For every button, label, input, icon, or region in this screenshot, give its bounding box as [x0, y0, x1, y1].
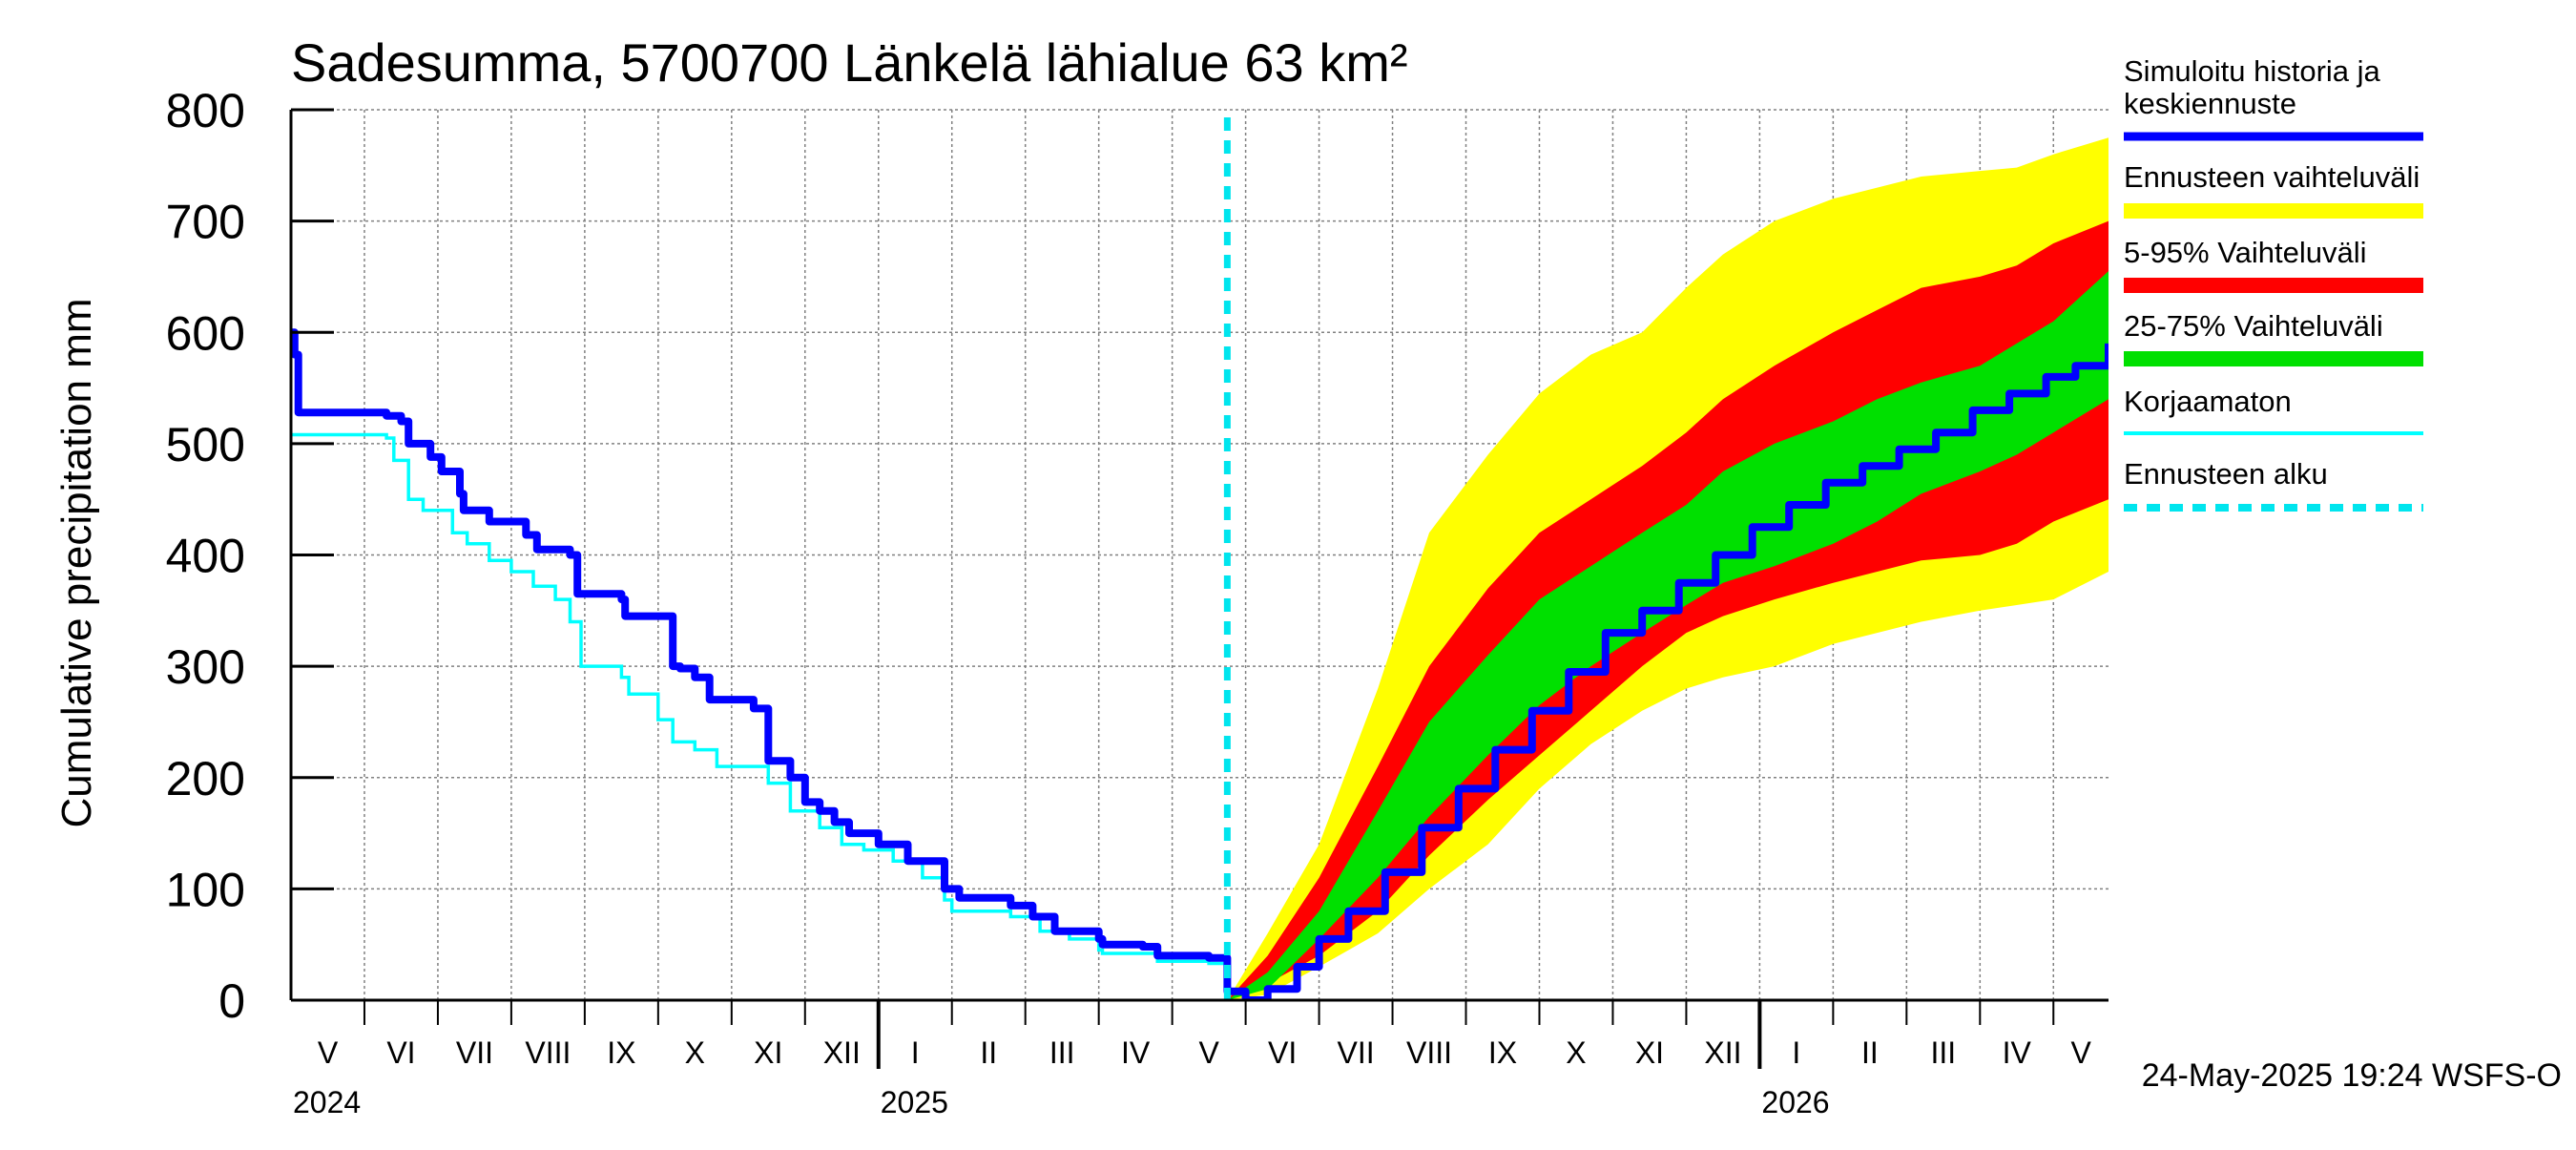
year-label: 2024	[293, 1085, 361, 1119]
timestamp: 24-May-2025 19:24 WSFS-O	[2142, 1057, 2562, 1094]
month-label: XII	[1704, 1035, 1741, 1070]
month-label: XII	[823, 1035, 861, 1070]
year-label: 2025	[881, 1085, 948, 1119]
chart-title: Sadesumma, 5700700 Länkelä lähialue 63 k…	[291, 32, 1408, 93]
y-tick-label: 400	[166, 530, 245, 583]
month-label: VIII	[525, 1035, 571, 1070]
month-label: VII	[456, 1035, 493, 1070]
y-tick-label: 800	[166, 84, 245, 137]
month-label: III	[1930, 1035, 1956, 1070]
legend-label: 5-95% Vaihteluväli	[2124, 236, 2366, 269]
y-tick-label: 100	[166, 863, 245, 916]
legend-swatch	[2124, 351, 2423, 366]
y-tick-label: 300	[166, 640, 245, 694]
y-tick-label: 500	[166, 418, 245, 471]
month-label: V	[318, 1035, 339, 1070]
band-25-75-vaihteluv-li	[1227, 271, 2109, 1000]
month-label: III	[1049, 1035, 1075, 1070]
legend-swatch	[2124, 278, 2423, 293]
y-tick-label: 200	[166, 752, 245, 805]
legend-label: keskiennuste	[2124, 87, 2296, 120]
month-label: VI	[386, 1035, 415, 1070]
y-tick-label: 0	[218, 974, 245, 1028]
legend-label: Ennusteen alku	[2124, 457, 2328, 491]
y-axis-label: Cumulative precipitation mm	[53, 298, 100, 827]
month-label: VI	[1268, 1035, 1297, 1070]
month-label: VIII	[1406, 1035, 1452, 1070]
month-label: II	[1861, 1035, 1879, 1070]
series-keskiennuste	[291, 328, 2109, 1000]
legend-label: Ennusteen vaihteluväli	[2124, 160, 2420, 194]
y-tick-label: 700	[166, 196, 245, 249]
month-label: IV	[2003, 1035, 2032, 1070]
legend-swatch	[2124, 203, 2423, 219]
month-label: IX	[607, 1035, 635, 1070]
legend-label: Simuloitu historia ja	[2124, 54, 2381, 88]
month-label: XI	[1635, 1035, 1664, 1070]
month-label: VII	[1337, 1035, 1374, 1070]
legend-label: 25-75% Vaihteluväli	[2124, 309, 2383, 343]
month-label: IV	[1121, 1035, 1151, 1070]
legend-label: Korjaamaton	[2124, 385, 2292, 418]
series-korjaamaton	[291, 432, 1230, 1000]
month-label: V	[1198, 1035, 1219, 1070]
series-lines	[291, 117, 2109, 1000]
month-label: I	[911, 1035, 920, 1070]
month-label: II	[980, 1035, 997, 1070]
month-label: XI	[754, 1035, 782, 1070]
month-label: X	[1566, 1035, 1586, 1070]
y-tick-label: 600	[166, 306, 245, 360]
year-label: 2026	[1761, 1085, 1829, 1119]
month-label: IX	[1488, 1035, 1517, 1070]
month-label: I	[1792, 1035, 1800, 1070]
month-label: X	[685, 1035, 705, 1070]
month-label: V	[2070, 1035, 2091, 1070]
